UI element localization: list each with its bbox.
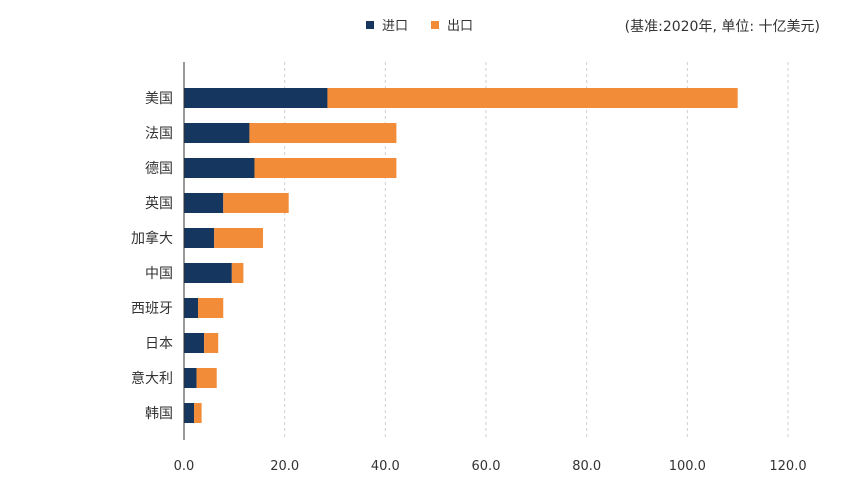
bar-import <box>184 193 224 213</box>
category-label: 西班牙 <box>131 301 173 317</box>
bar-export <box>196 368 217 388</box>
bars <box>184 88 738 423</box>
grid-lines <box>284 62 789 440</box>
legend: 进口 出口 <box>366 19 473 34</box>
bar-export <box>231 263 244 283</box>
bar-export <box>194 403 202 423</box>
bar-export <box>223 193 289 213</box>
x-tick-label: 40.0 <box>371 459 400 474</box>
bar-import <box>184 228 215 248</box>
category-label: 日本 <box>145 336 173 352</box>
bar-import <box>184 403 195 423</box>
bar-import <box>184 298 199 318</box>
category-label: 英国 <box>145 195 173 212</box>
category-label: 中国 <box>145 266 173 282</box>
category-label: 加拿大 <box>131 230 173 247</box>
x-tick-label: 60.0 <box>472 459 501 474</box>
bar-export <box>198 298 224 318</box>
bar-export <box>327 88 738 108</box>
legend-import-label: 进口 <box>382 19 408 34</box>
category-label: 法国 <box>145 126 173 142</box>
x-tick-label: 20.0 <box>270 459 299 474</box>
bar-export <box>204 333 219 353</box>
bar-import <box>184 158 255 178</box>
x-tick-label: 0.0 <box>174 459 195 474</box>
x-tick-labels: 0.0 20.0 40.0 60.0 80.0 100.0 120.0 <box>174 459 807 474</box>
category-label: 韩国 <box>145 406 173 422</box>
bar-import <box>184 88 328 108</box>
category-label: 意大利 <box>131 370 173 387</box>
legend-export-swatch <box>431 21 439 29</box>
bar-import <box>184 263 232 283</box>
legend-export-label: 出口 <box>447 19 473 34</box>
x-tick-label: 100.0 <box>669 459 706 474</box>
x-tick-label: 80.0 <box>572 459 601 474</box>
bar-import <box>184 123 250 143</box>
bar-import <box>184 333 205 353</box>
unit-note: (基准:2020年, 单位: 十亿美元) <box>625 18 820 35</box>
bar-export <box>214 228 264 248</box>
bar-export <box>249 123 397 143</box>
bar-import <box>184 368 197 388</box>
x-tick-label: 120.0 <box>769 459 806 474</box>
legend-import-swatch <box>366 21 374 29</box>
category-label: 美国 <box>145 91 173 107</box>
bar-export <box>254 158 397 178</box>
category-label: 德国 <box>145 161 173 177</box>
